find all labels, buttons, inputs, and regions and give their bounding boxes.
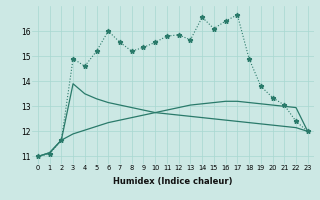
X-axis label: Humidex (Indice chaleur): Humidex (Indice chaleur) [113, 177, 233, 186]
